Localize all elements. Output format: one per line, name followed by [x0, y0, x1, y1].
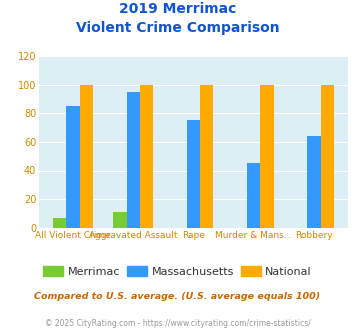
Bar — [127, 92, 140, 228]
Bar — [187, 120, 200, 228]
Text: Rape: Rape — [182, 231, 205, 240]
Bar — [200, 85, 213, 228]
Text: 2019 Merrimac: 2019 Merrimac — [119, 2, 236, 16]
Bar — [260, 85, 274, 228]
Text: Murder & Mans...: Murder & Mans... — [215, 231, 293, 240]
Text: Robbery: Robbery — [295, 231, 333, 240]
Bar — [321, 85, 334, 228]
Text: Violent Crime Comparison: Violent Crime Comparison — [76, 21, 279, 35]
Bar — [113, 212, 127, 228]
Text: Aggravated Assault: Aggravated Assault — [89, 231, 178, 240]
Bar — [307, 136, 321, 228]
Text: © 2025 CityRating.com - https://www.cityrating.com/crime-statistics/: © 2025 CityRating.com - https://www.city… — [45, 319, 310, 328]
Legend: Merrimac, Massachusetts, National: Merrimac, Massachusetts, National — [39, 261, 316, 281]
Text: All Violent Crime: All Violent Crime — [35, 231, 111, 240]
Bar — [66, 106, 80, 228]
Bar — [247, 163, 260, 228]
Text: Compared to U.S. average. (U.S. average equals 100): Compared to U.S. average. (U.S. average … — [34, 292, 321, 301]
Bar — [80, 85, 93, 228]
Bar — [53, 218, 66, 228]
Bar — [140, 85, 153, 228]
